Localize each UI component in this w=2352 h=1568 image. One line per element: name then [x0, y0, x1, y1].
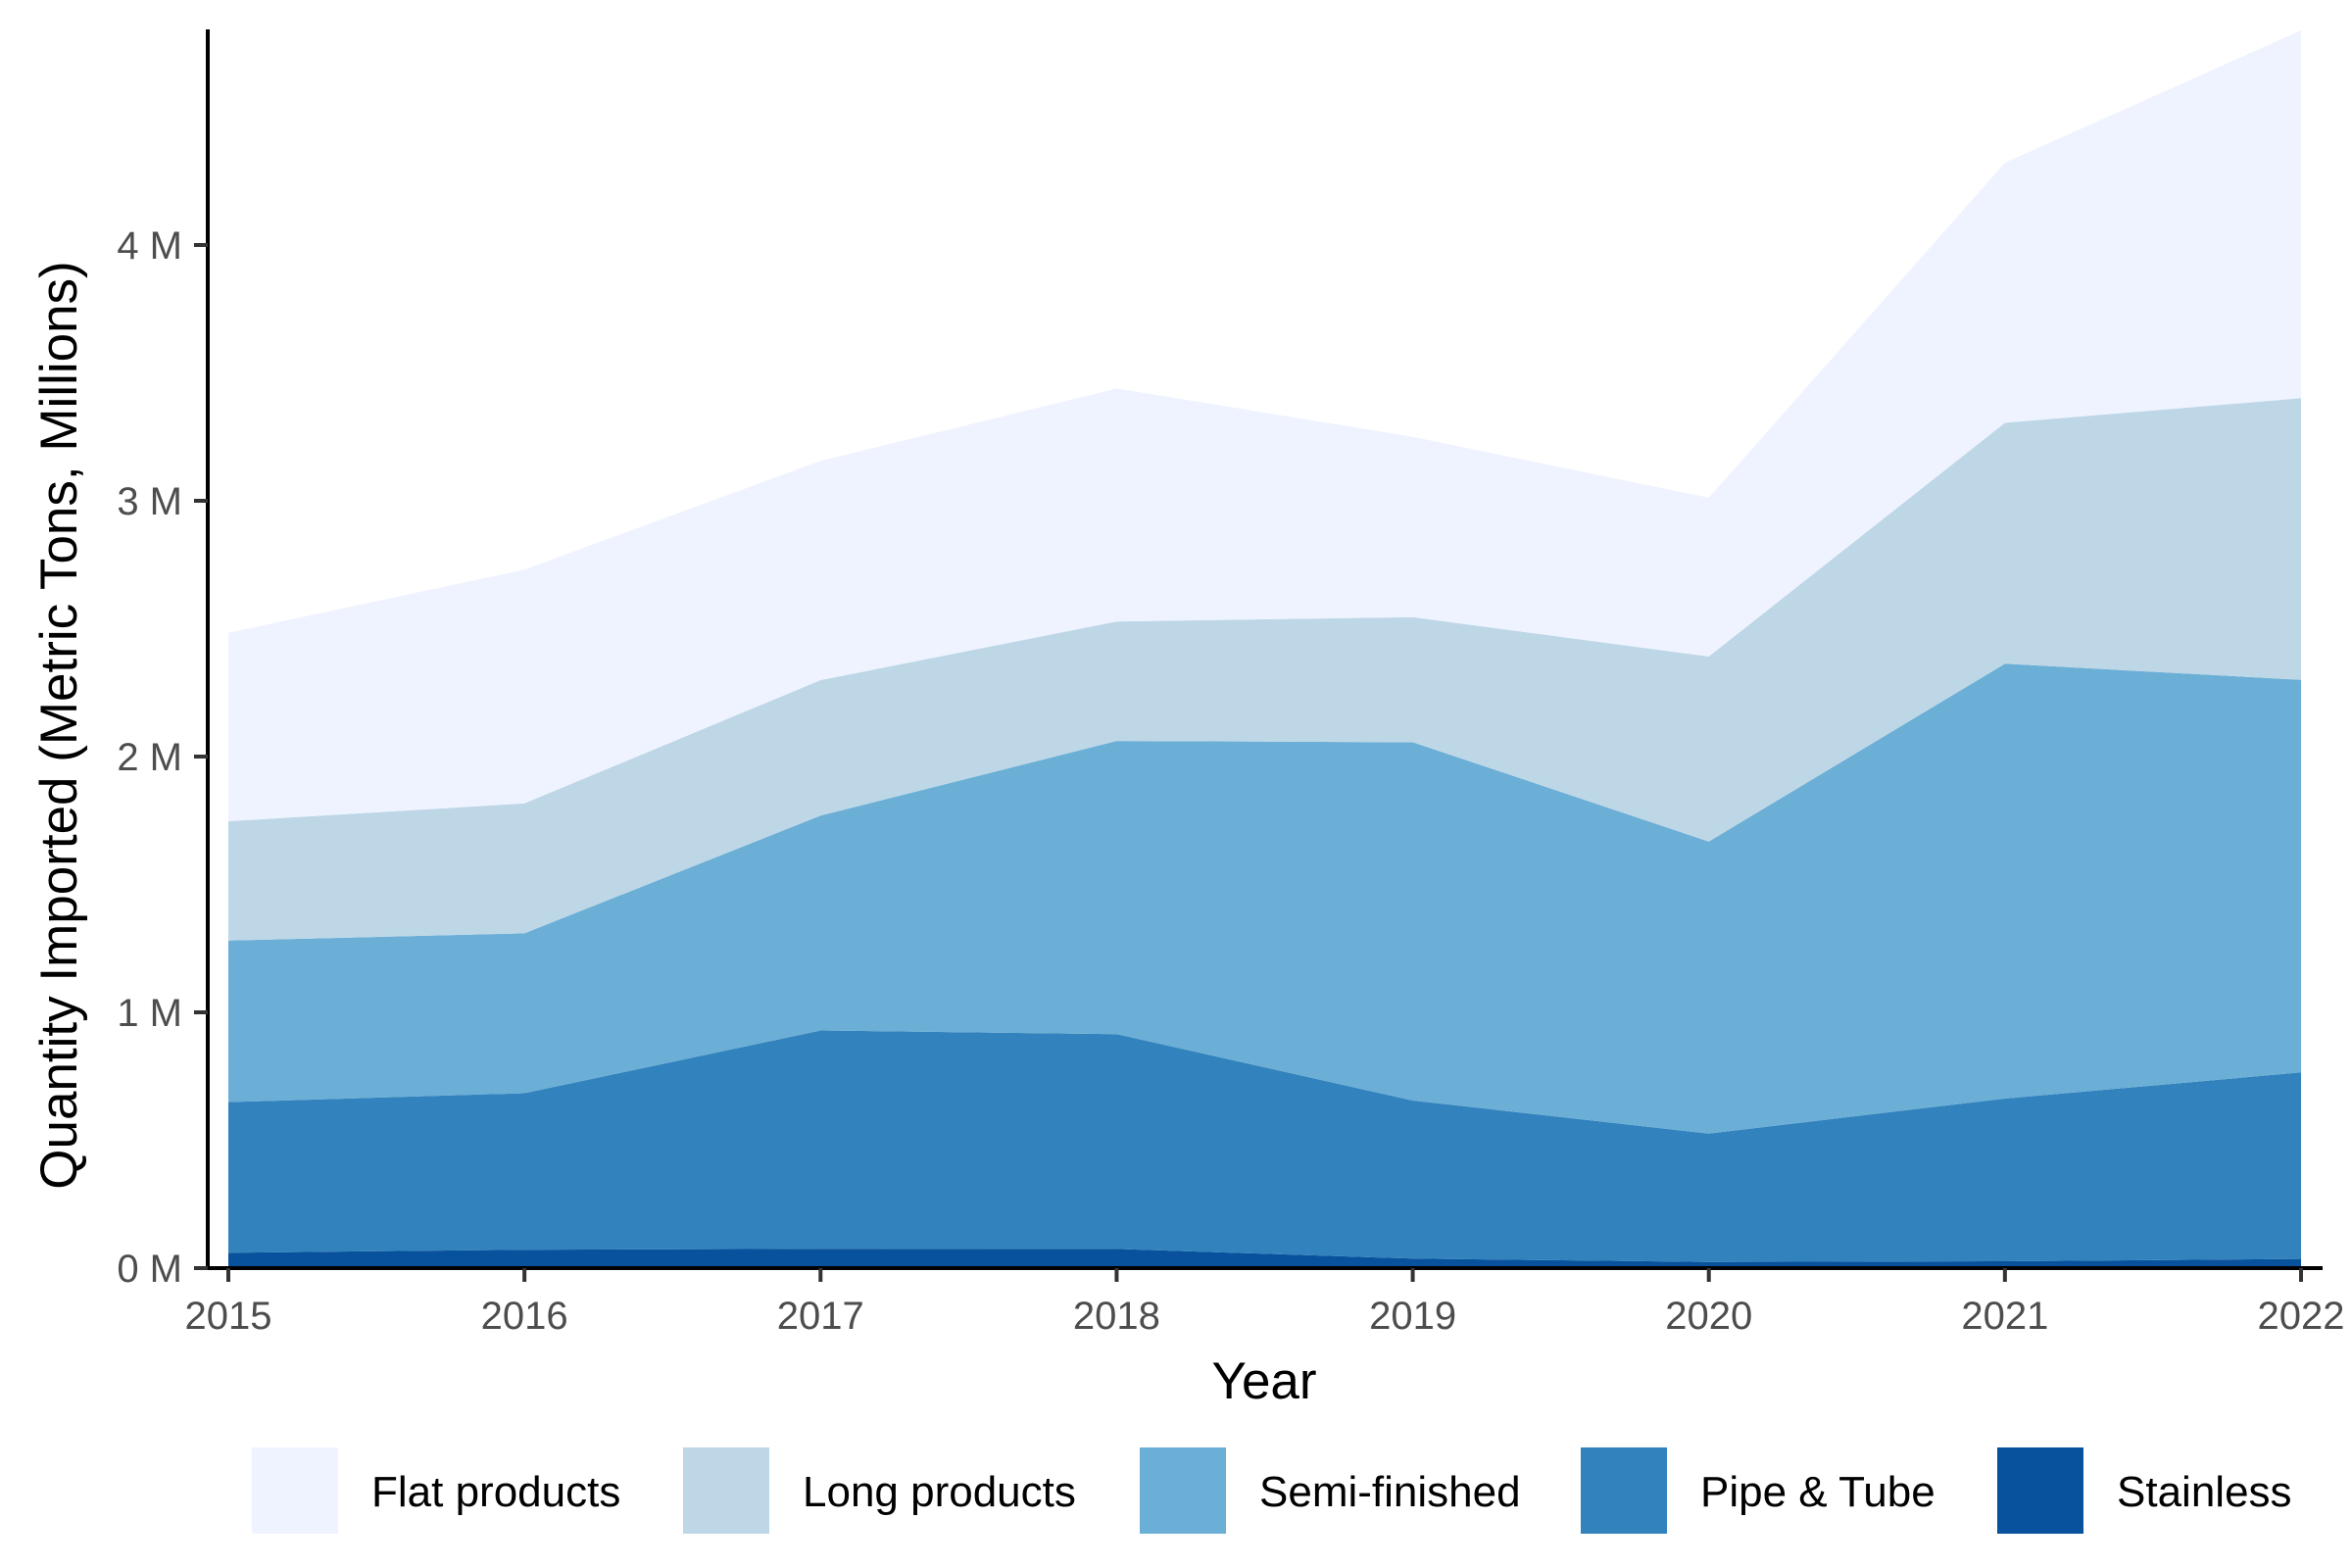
legend-item-stainless: Stainless	[1997, 1447, 2292, 1534]
legend-key	[1140, 1447, 1226, 1534]
area-pipe-and-tube	[228, 1030, 2301, 1262]
y-tick-label: 0 M	[117, 1248, 182, 1291]
legend: Flat products Long products Semi-finished P…	[252, 1447, 2292, 1534]
legend-key	[252, 1447, 338, 1534]
area-long-products	[228, 398, 2301, 941]
y-tick-label: 3 M	[117, 480, 182, 523]
x-axis-ticks: 2015 2016 2017 2018 2019 2020 2021 2022	[185, 1268, 2345, 1338]
legend-label: Long products	[803, 1468, 1076, 1516]
legend-item-semi-finished: Semi-finished	[1140, 1447, 1521, 1534]
legend-item-pipe-and-tube: Pipe & Tube	[1581, 1447, 1936, 1534]
x-axis-title: Year	[1211, 1352, 1316, 1410]
x-tick-label: 2021	[1961, 1295, 2048, 1338]
x-tick-label: 2016	[481, 1295, 568, 1338]
legend-label: Flat products	[371, 1468, 620, 1516]
x-tick-label: 2020	[1665, 1295, 1752, 1338]
x-tick-label: 2018	[1073, 1295, 1160, 1338]
y-axis-ticks: 0 M 1 M 2 M 3 M 4 M	[117, 224, 208, 1291]
y-tick-label: 1 M	[117, 992, 182, 1035]
area-layers	[228, 30, 2301, 1268]
x-tick-label: 2019	[1369, 1295, 1456, 1338]
area-semi-finished	[228, 663, 2301, 1134]
y-tick-label: 2 M	[117, 736, 182, 779]
legend-item-flat-products: Flat products	[252, 1447, 620, 1534]
y-tick-label: 4 M	[117, 224, 182, 268]
x-tick-label: 2017	[777, 1295, 864, 1338]
legend-label: Pipe & Tube	[1700, 1468, 1936, 1516]
legend-key	[1997, 1447, 2083, 1534]
legend-item-long-products: Long products	[683, 1447, 1076, 1534]
legend-label: Semi-finished	[1259, 1468, 1521, 1516]
legend-label: Stainless	[2117, 1468, 2292, 1516]
area-flat-products	[228, 30, 2301, 821]
area-stainless	[228, 1249, 2301, 1268]
legend-key	[683, 1447, 769, 1534]
x-tick-label: 2015	[185, 1295, 272, 1338]
y-axis-title: Quantity Imported (Metric Tons, Millions…	[30, 261, 88, 1189]
x-tick-label: 2022	[2258, 1295, 2345, 1338]
legend-key	[1581, 1447, 1667, 1534]
